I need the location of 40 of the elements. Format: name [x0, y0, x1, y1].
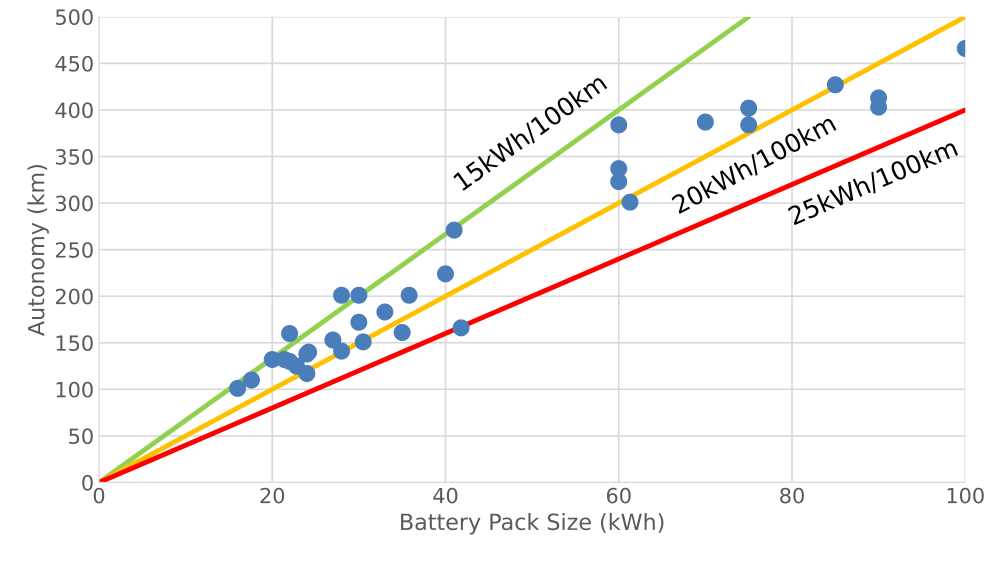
point: [622, 194, 639, 211]
point: [452, 319, 470, 336]
point: [281, 324, 298, 342]
point: [333, 342, 350, 360]
point: [333, 286, 350, 304]
point: [242, 372, 260, 389]
x-axis-title: Battery Pack Size (kWh): [401, 513, 664, 535]
point: [324, 331, 342, 348]
x-tick-label: 60: [606, 488, 631, 504]
x-tick-label: 80: [780, 488, 804, 504]
x-tick-label: 0: [94, 488, 104, 504]
y-axis-title: Autonomy (km): [27, 165, 49, 336]
point: [394, 324, 411, 342]
point: [350, 286, 368, 304]
y-tick-label: 200: [56, 288, 93, 304]
x-tick-label: 40: [433, 488, 458, 504]
point: [400, 286, 418, 304]
y-tick-label: 450: [55, 56, 93, 72]
y-tick-label: 150: [56, 335, 93, 351]
y-tick-label: 250: [56, 242, 93, 258]
point: [436, 265, 454, 282]
point: [610, 173, 628, 190]
x-tick-label: 20: [260, 488, 284, 504]
y-tick-label: 350: [56, 148, 93, 165]
point: [610, 116, 628, 134]
point: [229, 380, 246, 397]
point: [740, 100, 758, 117]
point: [376, 304, 394, 321]
point: [354, 333, 372, 350]
point: [826, 76, 844, 94]
point: [298, 365, 316, 382]
y-tick-label: 300: [56, 196, 93, 212]
y-tick-label: 0: [82, 474, 93, 491]
point: [350, 314, 368, 331]
point: [446, 222, 463, 239]
y-tick-label: 400: [55, 102, 93, 118]
y-tick-label: 100: [56, 382, 93, 398]
y-tick-label: 50: [69, 428, 93, 444]
y-tick-label: 500: [56, 9, 93, 26]
x-tick-label: 100: [948, 488, 984, 504]
